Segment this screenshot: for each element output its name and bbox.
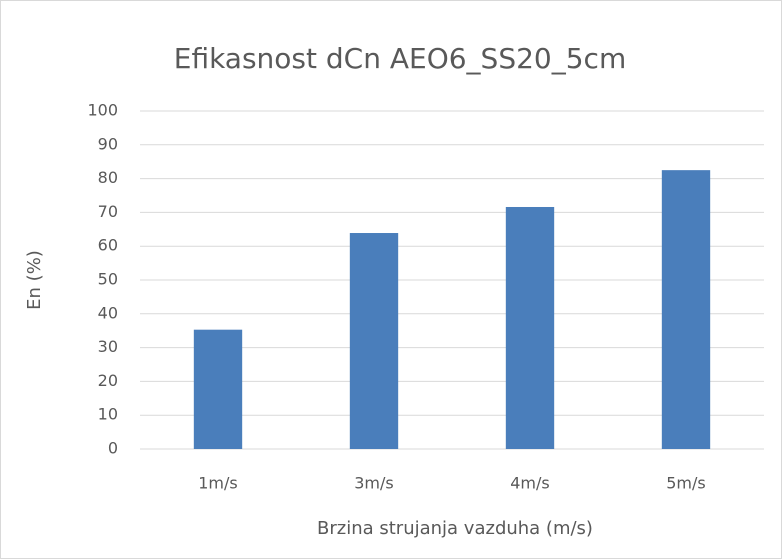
chart-title: Efikasnost dCn AEO6_SS20_5cm xyxy=(174,42,626,75)
bar xyxy=(349,233,399,449)
y-tick-label: 20 xyxy=(98,371,118,390)
y-tick-label: 90 xyxy=(98,134,118,153)
x-tick-label: 4m/s xyxy=(510,474,550,493)
x-axis-label: Brzina strujanja vazduha (m/s) xyxy=(317,518,593,539)
y-tick-label: 70 xyxy=(98,202,118,221)
y-tick-label: 0 xyxy=(108,439,118,458)
y-tick-label: 60 xyxy=(98,236,118,255)
bar xyxy=(505,206,555,449)
y-tick-label: 50 xyxy=(98,270,118,289)
x-tick-label: 1m/s xyxy=(198,474,238,493)
x-tick-label: 5m/s xyxy=(666,474,706,493)
y-tick-label: 10 xyxy=(98,405,118,424)
bar xyxy=(193,329,243,449)
y-axis-label: En (%) xyxy=(24,250,45,310)
x-tick-label: 3m/s xyxy=(354,474,394,493)
y-tick-label: 30 xyxy=(98,337,118,356)
y-tick-label: 80 xyxy=(98,168,118,187)
y-tick-label: 100 xyxy=(87,101,118,120)
bar xyxy=(661,170,711,449)
y-tick-label: 40 xyxy=(98,303,118,322)
